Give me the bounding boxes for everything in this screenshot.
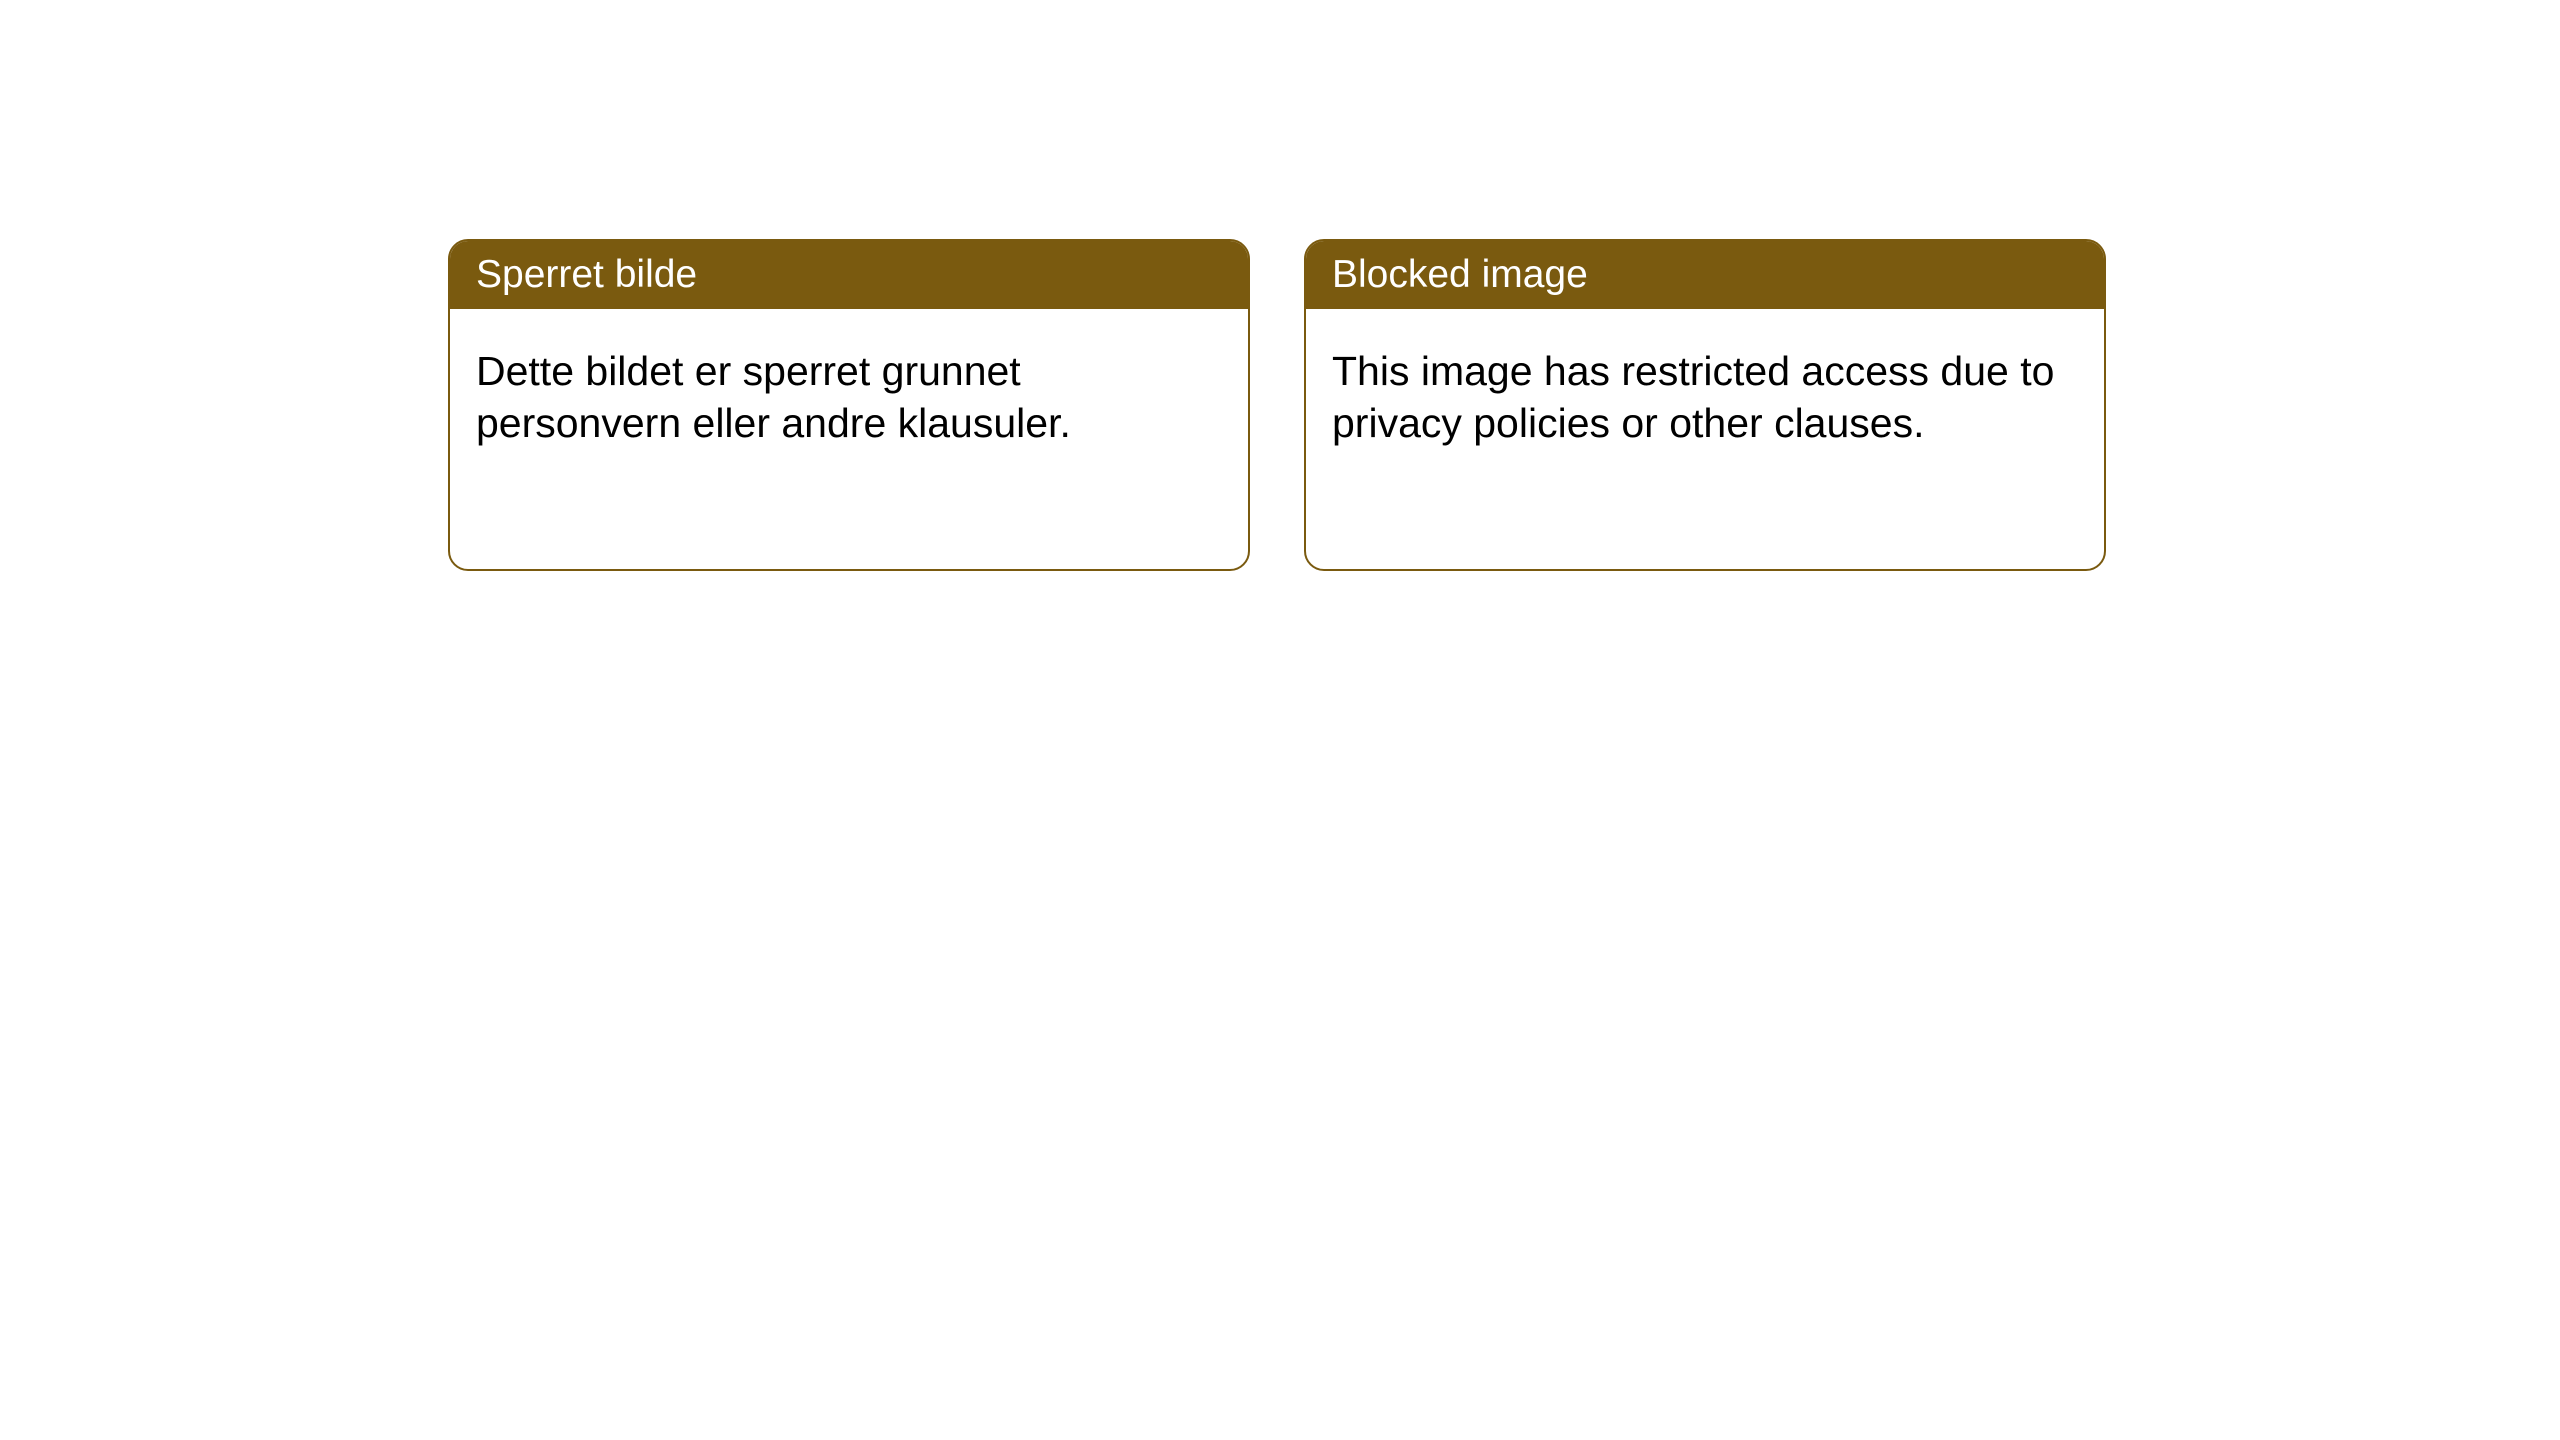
notice-cards-row: Sperret bilde Dette bildet er sperret gr… — [448, 239, 2106, 571]
blocked-image-card-no: Sperret bilde Dette bildet er sperret gr… — [448, 239, 1250, 571]
card-title: Sperret bilde — [450, 241, 1248, 309]
blocked-image-card-en: Blocked image This image has restricted … — [1304, 239, 2106, 571]
card-body: Dette bildet er sperret grunnet personve… — [450, 309, 1248, 486]
card-body: This image has restricted access due to … — [1306, 309, 2104, 486]
card-title: Blocked image — [1306, 241, 2104, 309]
